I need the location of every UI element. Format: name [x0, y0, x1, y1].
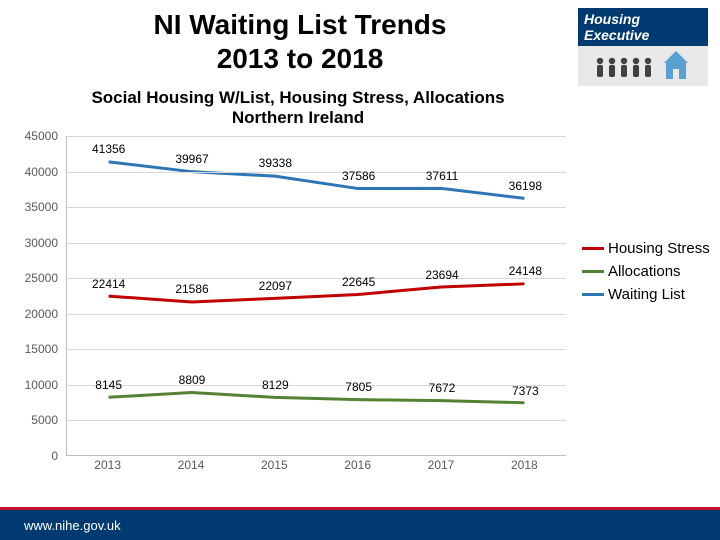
data-label: 22414 — [92, 277, 125, 291]
y-tick-label: 40000 — [25, 165, 58, 179]
data-label: 8129 — [262, 378, 289, 392]
chart-container: Social Housing W/List, Housing Stress, A… — [18, 88, 578, 478]
y-tick-label: 20000 — [25, 307, 58, 321]
x-tick-label: 2017 — [428, 458, 455, 472]
legend-label: Waiting List — [608, 286, 685, 303]
x-tick-label: 2013 — [94, 458, 121, 472]
logo-bottom-panel — [578, 46, 708, 86]
legend-swatch — [582, 247, 604, 250]
slide-root: NI Waiting List Trends 2013 to 2018 Hous… — [0, 0, 720, 540]
legend-item-allocations: Allocations — [582, 263, 712, 280]
y-tick-label: 5000 — [31, 413, 58, 427]
grid-line — [67, 349, 566, 350]
data-label: 8809 — [179, 373, 206, 387]
chart-title-line-2: Northern Ireland — [232, 108, 364, 127]
x-tick-label: 2018 — [511, 458, 538, 472]
data-label: 22097 — [259, 279, 292, 293]
data-label: 23694 — [425, 268, 458, 282]
grid-line — [67, 136, 566, 137]
legend-swatch — [582, 293, 604, 296]
data-label: 39967 — [175, 152, 208, 166]
footer-bar: www.nihe.gov.uk — [0, 510, 720, 540]
grid-line — [67, 172, 566, 173]
series-line-housing-stress — [109, 284, 525, 302]
footer-url: www.nihe.gov.uk — [24, 518, 121, 533]
grid-line — [67, 420, 566, 421]
y-tick-label: 0 — [51, 449, 58, 463]
x-axis-labels: 2013 2014 2015 2016 2017 2018 — [66, 458, 566, 478]
x-tick-label: 2015 — [261, 458, 288, 472]
y-tick-label: 10000 — [25, 378, 58, 392]
logo-top-panel: Housing Executive — [578, 8, 708, 46]
x-tick-label: 2016 — [344, 458, 371, 472]
series-line-waiting-list — [109, 162, 525, 199]
data-label: 21586 — [175, 282, 208, 296]
data-label: 36198 — [509, 179, 542, 193]
grid-line — [67, 243, 566, 244]
legend-label: Housing Stress — [608, 240, 710, 257]
legend-label: Allocations — [608, 263, 681, 280]
chart-title-line-1: Social Housing W/List, Housing Stress, A… — [91, 88, 504, 107]
title-line-1: NI Waiting List Trends — [154, 9, 447, 40]
legend-item-waiting-list: Waiting List — [582, 286, 712, 303]
y-tick-label: 25000 — [25, 271, 58, 285]
plot-wrap: 0 5000 10000 15000 20000 25000 30000 35000 40000… — [18, 136, 578, 478]
legend-swatch — [582, 270, 604, 273]
data-label: 37586 — [342, 169, 375, 183]
y-axis-labels: 0500010000150002000025000300003500040000… — [18, 136, 62, 456]
housing-executive-logo: Housing Executive — [578, 8, 708, 86]
logo-text-housing: Housing — [584, 11, 640, 27]
data-label: 8145 — [95, 378, 122, 392]
data-label: 7672 — [429, 381, 456, 395]
plot-area: 41356 39967 39338 37586 37611 36198 22414 21586… — [66, 136, 566, 456]
data-label: 7373 — [512, 384, 539, 398]
y-tick-label: 35000 — [25, 200, 58, 214]
logo-text-executive: Executive — [584, 27, 649, 43]
grid-line — [67, 385, 566, 386]
data-label: 7805 — [345, 380, 372, 394]
slide-title: NI Waiting List Trends 2013 to 2018 — [80, 8, 520, 75]
chart-title: Social Housing W/List, Housing Stress, A… — [18, 88, 578, 127]
grid-line — [67, 314, 566, 315]
data-label: 22645 — [342, 275, 375, 289]
legend-item-housing-stress: Housing Stress — [582, 240, 712, 257]
grid-line — [67, 207, 566, 208]
legend: Housing Stress Allocations Waiting List — [582, 240, 712, 309]
data-label: 41356 — [92, 142, 125, 156]
data-label: 39338 — [259, 156, 292, 170]
series-line-allocations — [109, 393, 525, 403]
y-tick-label: 15000 — [25, 342, 58, 356]
x-tick-label: 2014 — [178, 458, 205, 472]
logo-pictogram — [588, 49, 698, 83]
y-tick-label: 30000 — [25, 236, 58, 250]
grid-line — [67, 278, 566, 279]
y-tick-label: 45000 — [25, 129, 58, 143]
title-line-2: 2013 to 2018 — [217, 43, 384, 74]
series-svg — [67, 136, 566, 455]
data-label: 37611 — [426, 169, 458, 183]
data-label: 24148 — [509, 264, 542, 278]
